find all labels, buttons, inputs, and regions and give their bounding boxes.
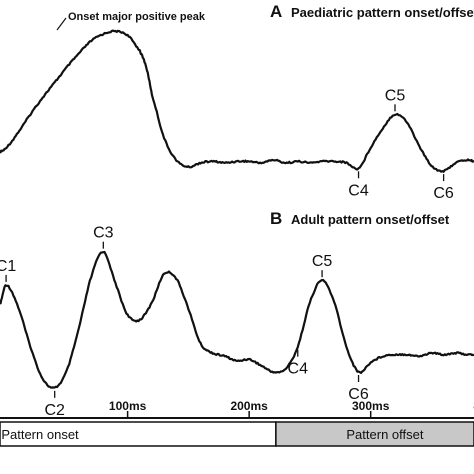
- panel-a: A Paediatric pattern onset/offset Onset …: [0, 2, 474, 202]
- panel-a-trace: [0, 29, 474, 173]
- panel-b: B Adult pattern onset/offset C1C2C3C4C5C…: [0, 209, 474, 419]
- panel-a-title: Paediatric pattern onset/offset: [291, 5, 474, 20]
- phase-segment-onset: [0, 421, 277, 447]
- peak-label-c4: C4: [288, 361, 309, 378]
- x-tick-label-200: 200ms: [230, 399, 268, 413]
- panel-a-letter: A: [270, 2, 282, 21]
- panel-b-peaks: C1 C2 C3 C4 C5 C6: [0, 225, 369, 419]
- peak-label-c2: C2: [44, 402, 65, 419]
- peak-label-c5: C5: [312, 253, 333, 270]
- panel-b-title: Adult pattern onset/offset: [291, 212, 450, 227]
- x-tick-label-300: 300ms: [352, 399, 390, 413]
- x-tick-label-100: 100ms: [109, 399, 147, 413]
- peak-label-c1: C1: [0, 258, 16, 275]
- phase-label-onset: Pattern onset: [1, 427, 79, 442]
- peak-label-c6: C6: [433, 185, 454, 202]
- onset-peak-leader: [56, 17, 67, 31]
- peak-label-c6: C6: [348, 386, 369, 403]
- peak-label-c4: C4: [348, 182, 369, 199]
- peak-label-c3: C3: [93, 225, 114, 242]
- panel-a-peaks: C4 C5 C6: [348, 87, 454, 202]
- phase-segment-offset: [275, 421, 474, 447]
- x-axis: 100ms200ms300ms400ms: [0, 399, 474, 419]
- peak-label-c5: C5: [385, 87, 406, 104]
- panel-b-letter: B: [270, 209, 282, 228]
- phase-label-offset: Pattern offset: [346, 427, 423, 442]
- panel-b-trace: [0, 250, 474, 389]
- phase-bar: Pattern onset Pattern offset: [0, 421, 474, 447]
- onset-peak-annotation: Onset major positive peak: [68, 11, 206, 23]
